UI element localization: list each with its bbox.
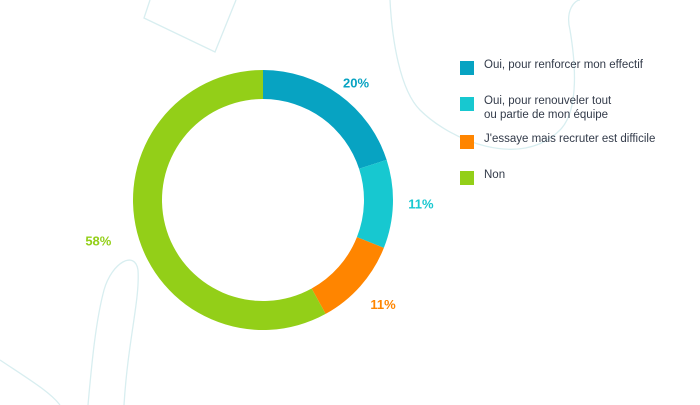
slice-value-label: 11%: [370, 297, 396, 312]
legend-item: Oui, pour renforcer mon effectif: [460, 58, 643, 75]
donut-slice: [356, 159, 393, 248]
legend-item: J'essaye mais recruter est difficile: [460, 132, 655, 149]
legend-swatch: [460, 171, 474, 185]
legend-swatch: [460, 61, 474, 75]
donut-slices: [132, 70, 393, 330]
legend-label: Non: [484, 169, 506, 181]
slice-value-label: 11%: [408, 196, 434, 211]
donut-slice: [311, 237, 384, 314]
background-decoration: [0, 0, 581, 405]
legend-item: Non: [460, 168, 505, 185]
donut-slice: [263, 70, 387, 169]
slice-value-label: 58%: [85, 234, 111, 249]
legend-label: J'essaye mais recruter est difficile: [484, 133, 656, 145]
donut-slice: [132, 70, 326, 330]
legend-swatch: [460, 97, 474, 111]
slice-labels: 20% 11% 11% 58%: [85, 75, 434, 312]
legend-label: Oui, pour renforcer mon effectif: [484, 59, 643, 71]
slice-value-label: 20%: [343, 75, 369, 90]
legend-label: Oui, pour renouveler tout ou partie de m…: [484, 95, 612, 121]
legend-swatch: [460, 135, 474, 149]
legend-item: Oui, pour renouveler tout ou partie de m…: [460, 94, 611, 122]
